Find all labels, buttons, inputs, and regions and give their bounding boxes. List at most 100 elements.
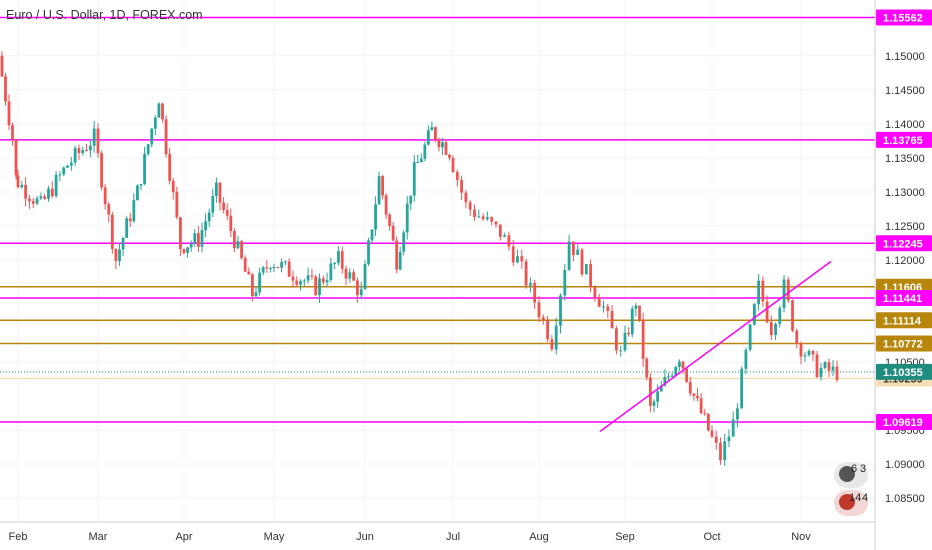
candle — [589, 259, 592, 293]
earnings-badge[interactable]: 6 3 — [834, 462, 868, 488]
price-axis[interactable]: 1.15000 1.14500 1.14000 1.13500 1.13000 1.125… — [874, 0, 925, 550]
price-tick-label: 1.12500 — [885, 221, 925, 233]
candle — [243, 255, 247, 272]
candle — [295, 276, 299, 288]
candle — [66, 164, 69, 169]
candle — [516, 249, 519, 264]
candle-body — [576, 249, 580, 256]
candle — [31, 197, 35, 209]
candle-body — [359, 289, 363, 296]
price-tick-label: 1.14000 — [885, 119, 925, 131]
candle — [537, 295, 541, 322]
candle-body — [103, 187, 107, 205]
candle-body — [233, 231, 236, 249]
candle-body — [150, 128, 154, 145]
candle — [511, 240, 515, 266]
candle-body — [50, 188, 54, 197]
candle-body — [236, 241, 240, 249]
candle-body — [258, 272, 261, 293]
candle — [269, 266, 272, 273]
time-tick-label: Feb — [9, 531, 28, 543]
candle-body — [370, 229, 374, 241]
candle — [314, 274, 318, 297]
candle — [541, 314, 545, 325]
flag-icon — [839, 494, 855, 510]
candle-body — [719, 442, 722, 461]
candle-body — [572, 241, 575, 256]
candle-body — [706, 413, 710, 431]
candle-body — [423, 144, 427, 159]
economic-events-badge[interactable]: 14 4 — [834, 490, 868, 516]
trendline[interactable] — [599, 260, 832, 433]
candle-body — [402, 232, 406, 252]
candle — [175, 186, 179, 220]
candle — [460, 175, 463, 200]
candle-body — [153, 117, 157, 129]
candle-body — [437, 139, 441, 148]
candle — [377, 171, 381, 205]
candle — [136, 184, 139, 201]
candle-body — [703, 413, 707, 415]
candle — [103, 184, 107, 210]
candle — [395, 236, 399, 274]
candle-body — [727, 436, 731, 442]
candle-body — [507, 235, 511, 247]
candle-body — [795, 330, 799, 344]
candle-body — [118, 249, 121, 262]
candle — [356, 277, 359, 303]
candle — [0, 51, 4, 78]
candle-body — [28, 198, 31, 202]
candle — [39, 192, 43, 201]
candle-body — [803, 355, 807, 357]
price-tags: 1.155621.137651.122451.116061.114411.111… — [876, 9, 932, 431]
candle-body — [677, 361, 681, 367]
event-badges[interactable]: 6 3 14 4 — [832, 460, 872, 520]
candle-body — [667, 376, 670, 378]
candle — [584, 263, 588, 275]
candle-body — [132, 200, 136, 222]
candle — [329, 257, 333, 283]
candle-body — [615, 328, 618, 351]
candle — [225, 203, 229, 220]
candle-body — [222, 202, 225, 210]
candle-body — [54, 174, 58, 197]
candle — [481, 213, 485, 222]
candle — [143, 146, 146, 186]
candle-body — [740, 368, 744, 409]
price-tick-label: 1.08500 — [885, 493, 925, 505]
candle-body — [430, 127, 434, 131]
candle — [363, 260, 367, 290]
price-tick-label: 1.12000 — [885, 255, 925, 267]
candle-body — [477, 216, 481, 218]
candle — [222, 197, 225, 214]
candle — [623, 325, 627, 353]
candle — [367, 237, 370, 266]
candle — [352, 269, 356, 282]
candlestick-series — [0, 51, 839, 467]
candle — [50, 181, 54, 198]
candle-body — [723, 441, 727, 461]
candle — [786, 276, 790, 303]
candle — [576, 244, 580, 256]
candle — [333, 261, 337, 270]
candle-body — [62, 167, 66, 175]
candle — [434, 126, 437, 143]
candle — [795, 328, 799, 349]
chart-title: Euro / U.S. Dollar, 1D, FOREX.com — [6, 8, 203, 22]
candle-body — [674, 366, 678, 376]
candle-body — [189, 243, 193, 248]
candle — [100, 150, 103, 191]
trendline-segment[interactable] — [599, 260, 832, 433]
level-price-tag: 1.11441 — [876, 290, 932, 307]
horizontal-levels — [0, 16, 875, 423]
candle — [580, 248, 584, 277]
candle-body — [254, 292, 258, 297]
candle — [306, 267, 310, 284]
candle-body — [786, 279, 790, 301]
candle — [473, 204, 476, 221]
time-axis[interactable]: Feb Mar Apr May Jun Jul Aug Sep Oct Nov — [0, 521, 875, 543]
candle-body — [197, 233, 200, 247]
candle — [490, 216, 494, 226]
candle — [619, 345, 623, 357]
